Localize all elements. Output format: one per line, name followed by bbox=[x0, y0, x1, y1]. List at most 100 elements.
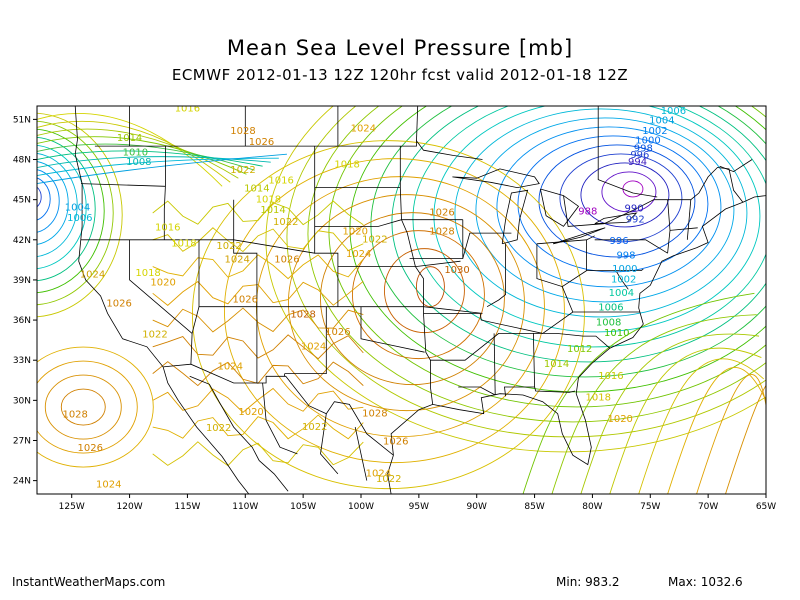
contour-label: 1014 bbox=[117, 133, 142, 144]
max-label: Max: bbox=[668, 575, 697, 589]
province-border bbox=[597, 106, 658, 198]
isobar bbox=[538, 144, 696, 258]
contour-label: 1022 bbox=[376, 474, 401, 485]
us-canada-border-east bbox=[563, 167, 744, 227]
contour-label: 1020 bbox=[607, 414, 632, 425]
contour-label: 1022 bbox=[362, 234, 387, 245]
contour-label: 1022 bbox=[302, 422, 327, 433]
isobar bbox=[287, 194, 525, 412]
isobar bbox=[37, 128, 105, 294]
contour-label: 1028 bbox=[429, 226, 454, 237]
contour-label: 1018 bbox=[585, 392, 610, 403]
isobar-contours bbox=[37, 106, 766, 494]
state-border bbox=[458, 386, 496, 396]
state-border bbox=[561, 286, 574, 313]
contour-label: 998 bbox=[616, 251, 635, 262]
map-frame bbox=[36, 105, 767, 495]
isobar bbox=[517, 135, 709, 273]
us-canada-border bbox=[94, 139, 483, 160]
contour-label: 994 bbox=[628, 157, 647, 168]
max-pressure: Max: 1032.6 bbox=[668, 575, 743, 589]
state-border bbox=[163, 146, 166, 240]
isobar bbox=[37, 152, 78, 258]
isobar bbox=[152, 441, 364, 467]
isobar bbox=[223, 158, 565, 464]
state-border bbox=[399, 146, 434, 405]
contour-label: 1022 bbox=[216, 241, 241, 252]
isobar bbox=[286, 106, 766, 438]
lon-tick-label: 75W bbox=[640, 502, 660, 512]
isobar bbox=[391, 106, 766, 363]
contour-label: 1022 bbox=[206, 423, 231, 434]
contour-label: 1026 bbox=[233, 295, 258, 306]
isobar bbox=[415, 266, 445, 308]
contour-label: 1018 bbox=[135, 268, 160, 279]
state-border bbox=[360, 306, 425, 353]
state-border bbox=[686, 199, 692, 240]
isobar bbox=[475, 117, 735, 303]
contour-label: 1016 bbox=[155, 222, 180, 233]
isobar bbox=[152, 280, 364, 306]
state-border bbox=[486, 243, 506, 308]
isobar bbox=[725, 384, 766, 494]
isobar bbox=[496, 126, 722, 288]
state-border bbox=[423, 311, 640, 334]
lon-tick-label: 110W bbox=[232, 502, 258, 512]
contour-label: 1026 bbox=[106, 299, 131, 310]
isobar bbox=[454, 108, 748, 318]
isobar bbox=[44, 374, 122, 440]
contour-label: 1026 bbox=[383, 436, 408, 447]
contour-label: 1004 bbox=[65, 202, 90, 213]
contour-label: 1022 bbox=[230, 165, 255, 176]
lake-superior bbox=[452, 168, 540, 189]
atlantic-gulf-coastline bbox=[387, 195, 766, 494]
contour-label: 988 bbox=[578, 206, 597, 217]
lat-tick-label: 27N bbox=[13, 436, 31, 446]
province-border bbox=[416, 106, 419, 141]
isobar bbox=[37, 136, 96, 282]
state-border bbox=[233, 199, 258, 383]
contour-label: 1022 bbox=[273, 217, 298, 228]
isobar bbox=[152, 227, 364, 253]
state-border bbox=[669, 227, 698, 231]
contour-label: 1002 bbox=[611, 275, 636, 286]
state-border bbox=[534, 386, 576, 393]
isobar bbox=[37, 120, 231, 183]
lon-tick-label: 125W bbox=[59, 502, 85, 512]
contour-label: 996 bbox=[609, 236, 628, 247]
lake-huron bbox=[540, 188, 580, 227]
lon-tick-label: 70W bbox=[698, 502, 718, 512]
isobar bbox=[37, 177, 51, 221]
state-border bbox=[430, 333, 611, 361]
contour-label: 1008 bbox=[596, 317, 621, 328]
contour-label: 1026 bbox=[249, 137, 274, 148]
state-border bbox=[314, 219, 463, 227]
contour-label: 1028 bbox=[62, 410, 87, 421]
state-border bbox=[190, 239, 200, 365]
lat-tick-label: 36N bbox=[13, 316, 31, 326]
max-value: 1032.6 bbox=[700, 575, 743, 589]
state-border bbox=[586, 268, 644, 271]
lat-tick-label: 39N bbox=[13, 276, 31, 286]
us-mexico-border bbox=[163, 363, 394, 456]
min-label: Min: bbox=[556, 575, 582, 589]
lon-tick-label: 65W bbox=[756, 502, 776, 512]
contour-label: 996 bbox=[630, 150, 649, 161]
isobar bbox=[191, 140, 585, 490]
contour-label: 1006 bbox=[67, 213, 92, 224]
isobar bbox=[152, 387, 364, 413]
province-border bbox=[719, 159, 753, 173]
contour-label: 1026 bbox=[274, 255, 299, 266]
lat-tick-label: 24N bbox=[13, 477, 31, 487]
contour-label: 1024 bbox=[218, 362, 243, 373]
isobar bbox=[60, 388, 106, 426]
isobar bbox=[152, 414, 364, 440]
contour-label: 1000 bbox=[612, 264, 637, 275]
contour-label: 992 bbox=[626, 214, 645, 225]
mexico-state-border bbox=[262, 382, 298, 455]
lat-tick-label: 51N bbox=[13, 115, 31, 125]
contour-label: 990 bbox=[625, 204, 644, 215]
isobar bbox=[37, 186, 42, 208]
lat-tick-label: 45N bbox=[13, 196, 31, 206]
lat-tick-label: 33N bbox=[13, 356, 31, 366]
